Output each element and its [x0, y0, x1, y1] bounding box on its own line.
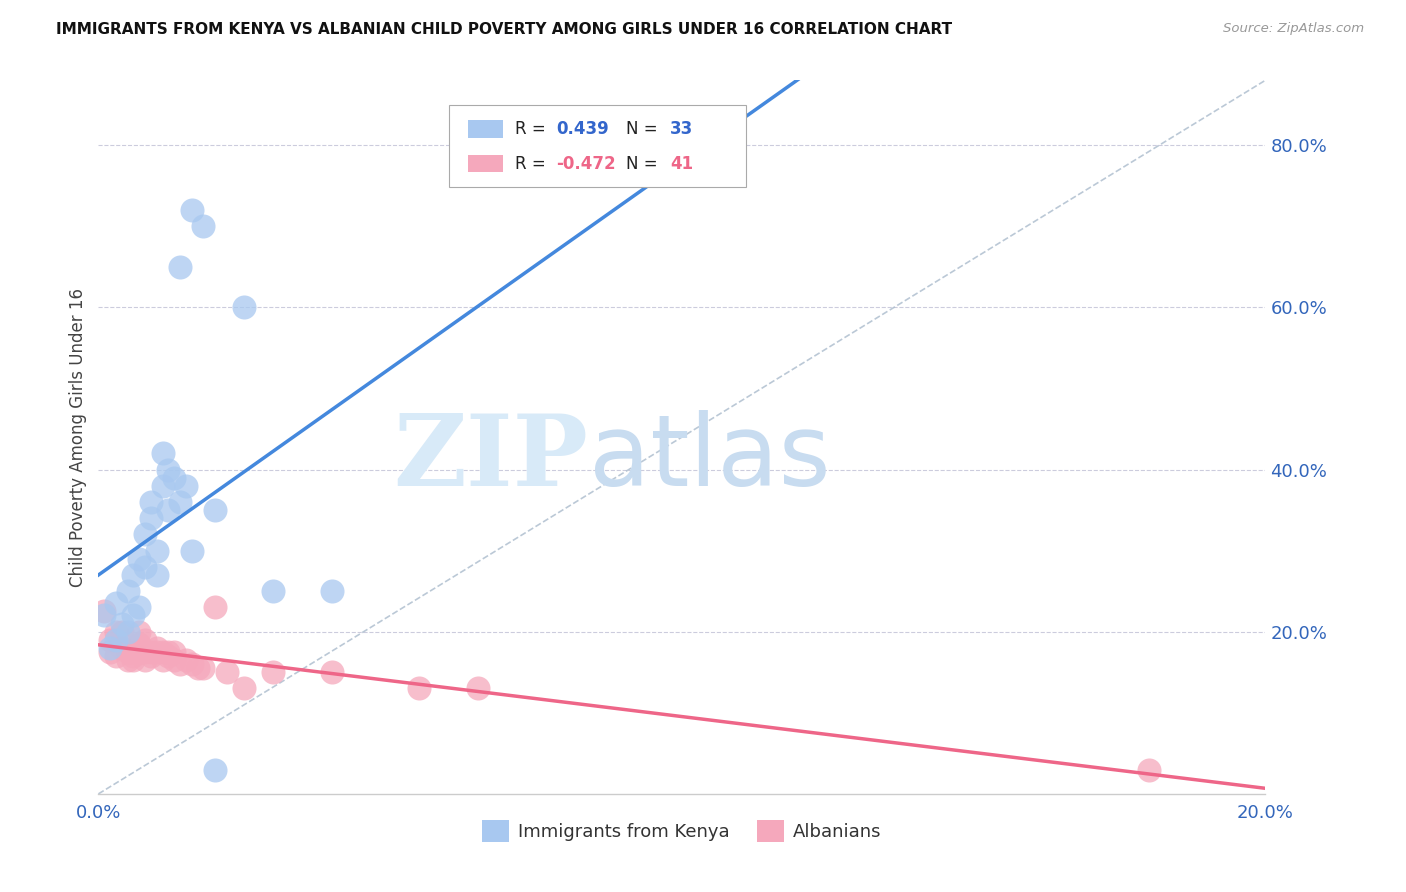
Point	[128, 624, 150, 639]
Point	[187, 661, 209, 675]
Point	[122, 645, 145, 659]
FancyBboxPatch shape	[449, 105, 747, 187]
Point	[128, 600, 150, 615]
Point	[169, 495, 191, 509]
Point	[163, 645, 186, 659]
Point	[117, 624, 139, 639]
Point	[169, 657, 191, 672]
Point	[134, 653, 156, 667]
Point	[128, 645, 150, 659]
Point	[408, 681, 430, 696]
Point	[180, 202, 202, 217]
Point	[128, 551, 150, 566]
Text: 33: 33	[671, 120, 693, 138]
Point	[117, 645, 139, 659]
Point	[122, 648, 145, 663]
Text: -0.472: -0.472	[555, 154, 616, 172]
Point	[122, 608, 145, 623]
Text: IMMIGRANTS FROM KENYA VS ALBANIAN CHILD POVERTY AMONG GIRLS UNDER 16 CORRELATION: IMMIGRANTS FROM KENYA VS ALBANIAN CHILD …	[56, 22, 952, 37]
Point	[111, 624, 134, 639]
Text: N =: N =	[626, 120, 662, 138]
Point	[174, 653, 197, 667]
Point	[134, 559, 156, 574]
FancyBboxPatch shape	[468, 120, 503, 137]
Text: 41: 41	[671, 154, 693, 172]
Y-axis label: Child Poverty Among Girls Under 16: Child Poverty Among Girls Under 16	[69, 287, 87, 587]
Point	[163, 470, 186, 484]
Point	[104, 596, 127, 610]
FancyBboxPatch shape	[468, 155, 503, 172]
Point	[139, 645, 162, 659]
Point	[169, 260, 191, 274]
Text: ZIP: ZIP	[394, 410, 589, 507]
Point	[152, 645, 174, 659]
Point	[111, 616, 134, 631]
Point	[321, 665, 343, 680]
Point	[204, 600, 226, 615]
Point	[321, 584, 343, 599]
Point	[98, 645, 121, 659]
Point	[146, 568, 169, 582]
Point	[157, 645, 180, 659]
Point	[146, 543, 169, 558]
Point	[152, 446, 174, 460]
Point	[1137, 763, 1160, 777]
Point	[233, 301, 256, 315]
Point	[157, 648, 180, 663]
Point	[117, 653, 139, 667]
Point	[157, 503, 180, 517]
Point	[233, 681, 256, 696]
Point	[104, 624, 127, 639]
Text: R =: R =	[515, 154, 551, 172]
Point	[193, 661, 215, 675]
Point	[117, 584, 139, 599]
Point	[152, 653, 174, 667]
Point	[174, 479, 197, 493]
Point	[93, 608, 115, 623]
Text: R =: R =	[515, 120, 551, 138]
Point	[262, 584, 284, 599]
Point	[139, 648, 162, 663]
Text: 0.439: 0.439	[555, 120, 609, 138]
Point	[134, 527, 156, 541]
Legend: Immigrants from Kenya, Albanians: Immigrants from Kenya, Albanians	[475, 813, 889, 849]
Point	[104, 648, 127, 663]
Point	[180, 543, 202, 558]
Point	[262, 665, 284, 680]
Point	[467, 681, 489, 696]
Text: atlas: atlas	[589, 410, 830, 507]
Point	[146, 645, 169, 659]
Point	[146, 640, 169, 655]
Point	[152, 479, 174, 493]
Point	[204, 503, 226, 517]
Point	[93, 604, 115, 618]
Point	[111, 640, 134, 655]
Point	[215, 665, 238, 680]
Text: Source: ZipAtlas.com: Source: ZipAtlas.com	[1223, 22, 1364, 36]
Point	[104, 632, 127, 647]
Point	[204, 763, 226, 777]
Point	[139, 495, 162, 509]
Point	[128, 637, 150, 651]
Point	[134, 632, 156, 647]
Point	[193, 219, 215, 234]
Point	[122, 568, 145, 582]
Point	[134, 645, 156, 659]
Point	[157, 462, 180, 476]
Text: N =: N =	[626, 154, 662, 172]
Point	[180, 657, 202, 672]
Point	[98, 632, 121, 647]
Point	[139, 511, 162, 525]
Point	[163, 653, 186, 667]
Point	[98, 640, 121, 655]
Point	[122, 653, 145, 667]
